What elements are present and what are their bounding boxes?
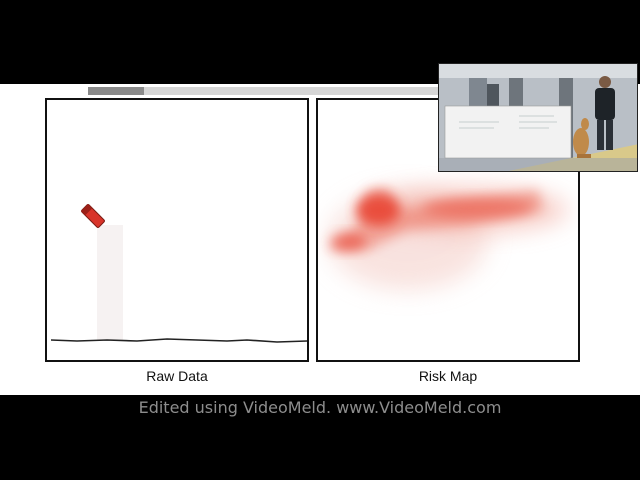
raw-data-caption: Raw Data [146,368,208,384]
laser-scan-line [50,338,307,343]
risk-map-plot [328,188,568,290]
raw-data-panel [45,98,309,362]
raw-data-plot [50,203,307,343]
video-progress-fill [88,87,144,95]
robot-marker [80,203,105,228]
camera-inset-video [438,63,638,172]
risk-heat-region [328,188,568,290]
video-progress-bar[interactable] [88,87,438,95]
raw-faint-trace [97,225,123,340]
watermark-text: Edited using VideoMeld. www.VideoMeld.co… [138,398,502,417]
risk-map-caption: Risk Map [418,368,478,384]
